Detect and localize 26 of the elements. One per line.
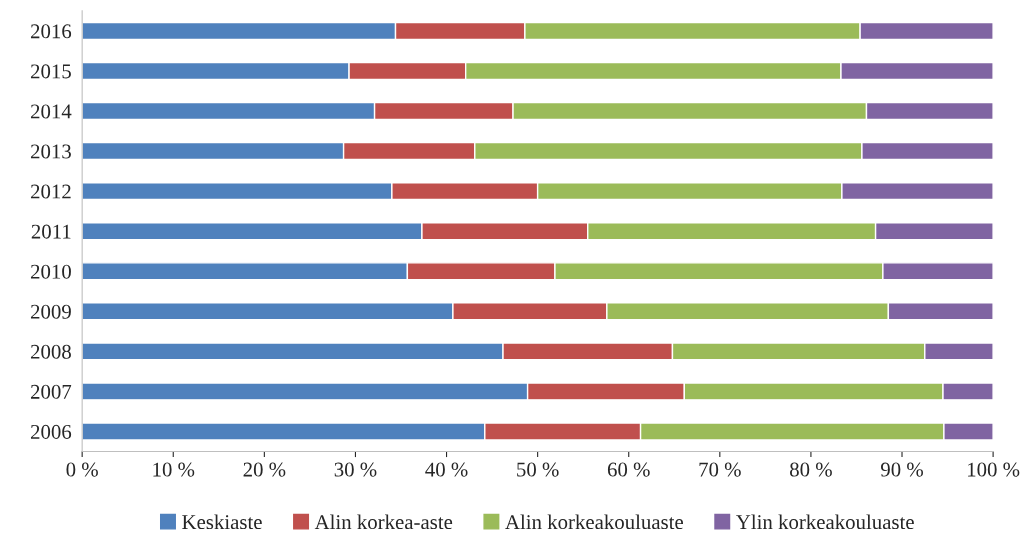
y-tick-label: 2013: [30, 144, 71, 159]
x-tick-label: 70 %: [699, 462, 741, 477]
legend-label: Alin korkeakouluaste: [505, 514, 683, 530]
y-tick-label: 2008: [30, 344, 71, 359]
x-tick-label: 90 %: [880, 462, 923, 477]
y-tick-label: 2012: [30, 184, 71, 199]
x-tick-label: 30 %: [334, 462, 377, 477]
x-tick-label: 40 %: [425, 462, 468, 477]
y-tick-label: 2014: [30, 104, 72, 119]
y-tick-label: 2009: [30, 304, 71, 319]
legend-label: Ylin korkeakouluaste: [736, 514, 914, 530]
x-tick-label: 50 %: [517, 462, 559, 477]
x-tick-label: 20 %: [243, 462, 286, 477]
y-tick-label: 2007: [30, 384, 72, 399]
y-tick-label: 2011: [31, 224, 71, 239]
x-tick-label: 100 %: [968, 462, 1020, 477]
y-tick-label: 2010: [30, 264, 71, 279]
y-tick-label: 2016: [30, 24, 72, 39]
legend-label: Keskiaste: [182, 514, 262, 530]
y-tick-label: 2006: [30, 424, 72, 439]
legend-label: Alin korkea-aste: [314, 514, 453, 530]
x-tick-label: 60 %: [607, 462, 650, 477]
x-tick-label: 0 %: [66, 462, 98, 477]
x-tick-label: 10 %: [153, 462, 195, 477]
x-tick-label: 80 %: [790, 462, 832, 477]
y-tick-label: 2015: [30, 64, 71, 79]
